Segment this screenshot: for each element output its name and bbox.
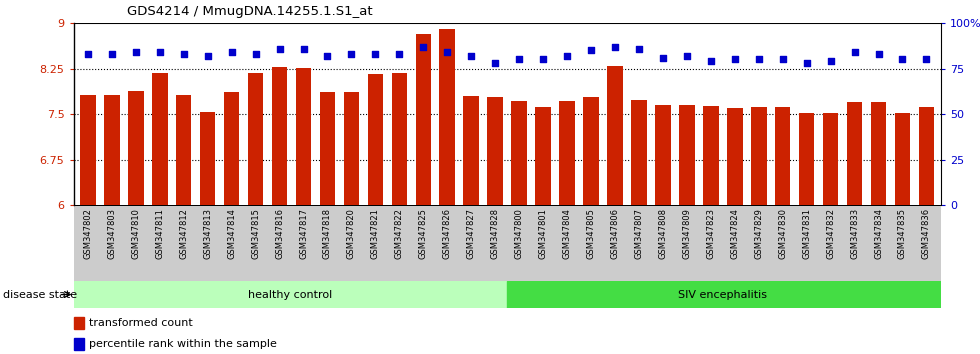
Bar	[608, 65, 622, 205]
Bar	[344, 92, 360, 205]
Point	[823, 58, 839, 64]
Point	[583, 47, 599, 53]
Bar	[152, 73, 168, 205]
Point	[727, 57, 743, 62]
Point	[895, 57, 910, 62]
Bar	[560, 101, 575, 205]
Point	[319, 53, 335, 59]
Point	[679, 53, 695, 59]
Bar	[508, 281, 941, 308]
Bar	[895, 113, 910, 205]
Bar	[74, 281, 508, 308]
Point	[870, 51, 886, 57]
Bar	[751, 107, 766, 205]
Point	[223, 49, 239, 55]
Point	[296, 46, 312, 51]
Point	[703, 58, 718, 64]
Text: GDS4214 / MmugDNA.14255.1.S1_at: GDS4214 / MmugDNA.14255.1.S1_at	[127, 5, 373, 18]
Bar	[870, 102, 886, 205]
Point	[344, 51, 360, 57]
Bar	[416, 34, 431, 205]
Point	[128, 49, 144, 55]
Bar	[535, 107, 551, 205]
Point	[271, 46, 287, 51]
Bar	[271, 67, 287, 205]
Bar	[464, 96, 479, 205]
Bar	[392, 73, 407, 205]
Bar	[80, 95, 96, 205]
Bar	[296, 68, 312, 205]
Point	[391, 51, 407, 57]
Point	[368, 51, 383, 57]
Text: healthy control: healthy control	[248, 290, 332, 300]
Point	[918, 57, 934, 62]
Bar	[74, 318, 84, 329]
Point	[775, 57, 791, 62]
Bar	[368, 74, 383, 205]
Bar	[775, 107, 791, 205]
Bar	[487, 97, 503, 205]
Bar	[223, 92, 239, 205]
Bar	[918, 107, 934, 205]
Point	[608, 44, 623, 50]
Text: disease state: disease state	[3, 290, 77, 299]
Point	[80, 51, 96, 57]
Bar	[176, 95, 191, 205]
Point	[200, 53, 216, 59]
Bar	[319, 92, 335, 205]
Bar	[439, 29, 455, 205]
Bar	[799, 113, 814, 205]
Point	[799, 60, 814, 66]
Bar	[703, 105, 718, 205]
Point	[464, 53, 479, 59]
Bar	[128, 91, 144, 205]
Point	[104, 51, 120, 57]
Point	[416, 44, 431, 50]
Point	[655, 55, 670, 61]
Bar	[727, 108, 743, 205]
Point	[512, 57, 527, 62]
Point	[751, 57, 766, 62]
Bar	[847, 102, 862, 205]
Point	[175, 51, 191, 57]
Point	[847, 49, 862, 55]
Bar	[200, 112, 216, 205]
Bar	[631, 99, 647, 205]
Text: SIV encephalitis: SIV encephalitis	[678, 290, 767, 300]
Point	[487, 60, 503, 66]
Bar	[104, 95, 120, 205]
Point	[560, 53, 575, 59]
Bar	[512, 101, 527, 205]
Bar	[823, 113, 838, 205]
Point	[248, 51, 264, 57]
Point	[535, 57, 551, 62]
Bar	[655, 105, 670, 205]
Point	[631, 46, 647, 51]
Bar	[583, 97, 599, 205]
Bar	[679, 105, 695, 205]
Text: percentile rank within the sample: percentile rank within the sample	[89, 339, 277, 349]
Point	[152, 49, 168, 55]
Point	[439, 49, 455, 55]
Text: transformed count: transformed count	[89, 318, 193, 329]
Bar	[74, 338, 84, 350]
Bar	[248, 73, 264, 205]
